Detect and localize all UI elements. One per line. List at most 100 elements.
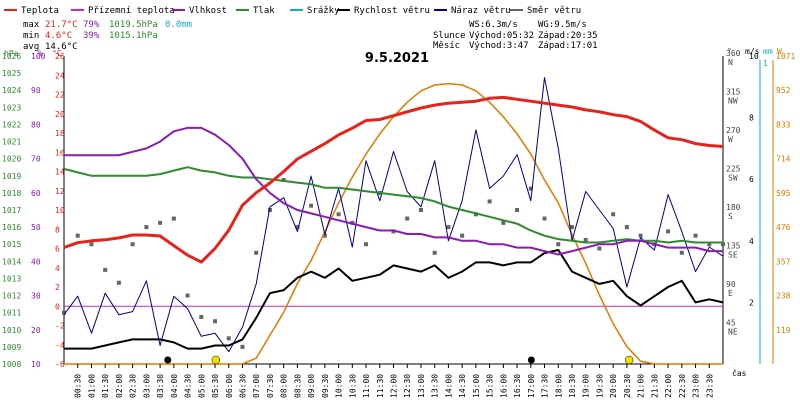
stat-avg-temp: 14.6°C — [45, 42, 78, 52]
x-tick-label-24: 12:30 — [403, 374, 412, 398]
tick-temp-7: 12 — [55, 187, 65, 196]
x-tick-label-22: 11:30 — [376, 374, 385, 398]
stat-min-temp: 4.6°C — [45, 31, 72, 41]
x-tick-label-16: 08:30 — [293, 374, 302, 398]
dir-point-11 — [213, 319, 218, 324]
x-tick-label-6: 03:30 — [156, 374, 165, 398]
tick-dir-3: 225 — [726, 165, 741, 174]
tick-temp-15: -4 — [55, 341, 65, 350]
tick-hum-7: 30 — [31, 292, 41, 301]
legend-label-7: Směr větru — [527, 6, 581, 16]
axis-unit-hpa: hPa — [4, 49, 19, 58]
dir-point-8 — [171, 216, 176, 221]
tick-temp-6: 14 — [55, 168, 65, 177]
x-axis: 00:30 01:00 01:30 02:00 02:30 03:00 03:30 04:00… — [74, 364, 747, 398]
dir-point-37 — [569, 225, 574, 230]
axis-unit-hum: % — [38, 49, 43, 58]
x-tick-label-29: 15:00 — [472, 374, 481, 398]
x-tick-label-5: 03:00 — [142, 374, 151, 398]
dir-point-6 — [144, 225, 149, 230]
tick-hpa-9: 1017 — [2, 206, 21, 215]
stat-min-label: min — [23, 31, 39, 41]
tick-temp-10: 6 — [55, 245, 60, 254]
stat-max-label: max — [23, 20, 40, 30]
stat-wg: WG:9.5m/s — [538, 20, 587, 30]
series-temperature — [63, 95, 724, 264]
dir-point-15 — [267, 208, 272, 212]
dir-point-33 — [515, 208, 520, 212]
tick-temp-4: 18 — [55, 129, 65, 138]
series-pressure — [63, 166, 723, 244]
chart-title: 9.5.2021 — [365, 51, 429, 66]
tick-dir-label-1: NW — [728, 97, 738, 106]
stat-moon-label: Měsíc — [433, 41, 460, 51]
x-tick-label-41: 21:00 — [637, 374, 646, 398]
x-tick-label-15: 08:00 — [280, 374, 289, 398]
x-tick-label-19: 10:00 — [335, 374, 344, 398]
dir-point-17 — [295, 225, 300, 230]
legend-label-1: Přízemní teplota — [88, 6, 175, 16]
x-tick-label-0: 00:30 — [74, 374, 83, 398]
dir-point-3 — [103, 267, 108, 272]
stat-moon-set: Západ:17:01 — [538, 41, 598, 51]
dir-point-4 — [116, 280, 121, 285]
tick-solar-6: 357 — [776, 257, 791, 266]
tick-solar-7: 238 — [776, 292, 791, 301]
tick-hpa-3: 1023 — [2, 103, 21, 112]
stat-ws: WS:6.3m/s — [469, 20, 518, 30]
stat-avg-label: avg — [23, 42, 39, 52]
tick-temp-11: 4 — [55, 264, 60, 273]
x-tick-label-33: 17:00 — [527, 374, 536, 398]
tick-solar-1: 952 — [776, 86, 791, 95]
legend-label-4: Srážky — [307, 6, 340, 16]
x-tick-label-38: 19:30 — [595, 374, 604, 398]
tick-dir-5: 135 — [726, 242, 741, 251]
tick-dir-label-7: NE — [728, 328, 738, 337]
moonset-marker — [527, 356, 535, 364]
tick-hum-0: 100 — [31, 52, 46, 61]
x-tick-label-17: 09:00 — [307, 374, 316, 398]
series-wind — [64, 249, 724, 350]
tick-hum-4: 60 — [31, 189, 41, 198]
tick-hum-8: 20 — [31, 326, 41, 335]
x-tick-label-20: 10:30 — [348, 374, 357, 398]
dir-point-1 — [75, 233, 80, 238]
x-tick-label-11: 06:00 — [225, 374, 234, 398]
dir-point-10 — [199, 314, 204, 319]
x-tick-label-12: 06:30 — [238, 374, 247, 398]
legend-label-5: Rychlost větru — [354, 6, 430, 16]
plot-area — [62, 77, 725, 365]
stats-block: max 21.7°C 79% 1019.5hPa 0.0mm min 4.6°C… — [23, 20, 598, 52]
x-tick-label-3: 02:00 — [115, 374, 124, 398]
x-tick-label-23: 12:00 — [390, 374, 399, 398]
tick-hum-9: 10 — [31, 360, 41, 369]
dir-point-36 — [556, 242, 561, 247]
dir-point-44 — [666, 229, 671, 234]
dir-point-22 — [364, 242, 369, 247]
tick-hum-6: 40 — [31, 257, 41, 266]
tick-dir-label-4: S — [728, 212, 733, 221]
dir-point-2 — [89, 242, 94, 247]
dir-point-40 — [611, 212, 616, 217]
tick-hpa-5: 1021 — [2, 138, 21, 147]
tick-hpa-4: 1022 — [2, 120, 21, 129]
dir-point-42 — [638, 233, 643, 238]
x-tick-label-18: 09:30 — [321, 374, 330, 398]
tick-temp-3: 20 — [55, 110, 65, 119]
tick-hpa-11: 1015 — [2, 240, 21, 249]
x-tick-label-34: 17:30 — [541, 374, 550, 398]
stat-max-hum: 79% — [83, 20, 100, 30]
moonrise-marker — [164, 356, 172, 364]
axis-unit-solar: W — [777, 47, 782, 56]
x-tick-label-28: 14:30 — [458, 374, 467, 398]
x-tick-label-14: 07:30 — [266, 374, 275, 398]
x-tick-label-10: 05:30 — [211, 374, 220, 398]
dir-point-31 — [487, 199, 492, 204]
dir-point-45 — [679, 250, 684, 255]
dir-point-26 — [418, 208, 423, 212]
axis-unit-dir: ° — [727, 47, 732, 56]
x-tick-label-46: 23:30 — [705, 374, 714, 398]
tick-temp-8: 10 — [55, 206, 65, 215]
tick-wind-2: 6 — [749, 175, 754, 184]
